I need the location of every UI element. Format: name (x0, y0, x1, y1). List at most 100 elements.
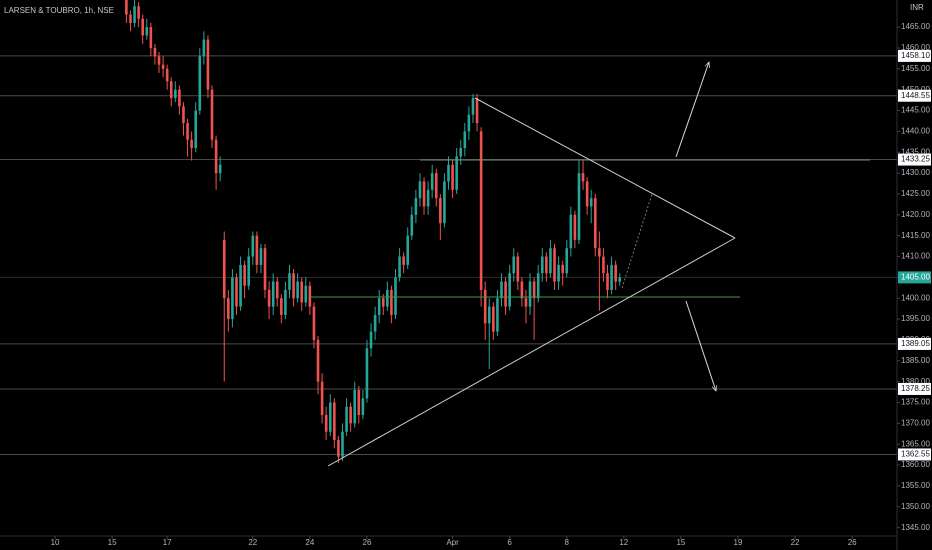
x-tick-label: 6 (507, 538, 512, 547)
triangle-lower (327, 237, 736, 467)
x-tick-label: 22 (791, 538, 800, 547)
candle-body (369, 331, 373, 349)
candle-body (410, 214, 414, 236)
candle-body (528, 281, 532, 307)
candle-body (463, 131, 467, 149)
level-label: 1458.10 (901, 51, 930, 60)
candle-body (251, 235, 255, 257)
y-tick-label: 1465.00 (901, 22, 930, 31)
candle-body (581, 173, 585, 182)
candle-body (598, 248, 601, 257)
candle-body (610, 264, 613, 290)
candle-body (231, 277, 234, 320)
candle-body (218, 164, 222, 174)
y-tick-label: 1365.00 (901, 439, 930, 448)
candle-body (406, 235, 410, 265)
candle-body (512, 256, 516, 274)
candle-body (614, 264, 617, 282)
candle-body (186, 123, 189, 140)
candle-body (569, 214, 573, 249)
candle-body (345, 406, 348, 432)
candle-body (577, 173, 581, 240)
candle-body (284, 289, 287, 315)
candle-body (267, 289, 271, 307)
candle-body (149, 27, 153, 48)
x-tick-label: 15 (108, 538, 117, 547)
candle-body (532, 281, 536, 299)
level-box (898, 382, 931, 395)
candle-body (259, 248, 263, 265)
candle-body (422, 181, 426, 207)
candle-body (304, 285, 308, 303)
candle-body (451, 164, 454, 190)
candle-body (365, 348, 369, 399)
current-price-label: 1405.00 (901, 272, 930, 281)
candle-body (373, 314, 377, 332)
candle-body (536, 273, 540, 299)
candle-body (414, 198, 418, 215)
x-tick-label: 22 (248, 538, 257, 547)
candle-body (361, 398, 365, 416)
x-tick-label: 19 (734, 538, 743, 547)
candle-body (349, 406, 352, 424)
candle-body (540, 256, 544, 274)
x-tick-label: 17 (163, 538, 172, 547)
x-tick-label: Apr (446, 538, 459, 547)
candle-body (475, 98, 479, 124)
x-tick-label: 10 (51, 538, 60, 547)
candle-body (214, 139, 218, 174)
candle-body (288, 273, 291, 290)
candle-body (618, 277, 622, 282)
candle-body (492, 306, 495, 332)
candle-body (561, 264, 564, 274)
level-label: 1378.25 (901, 384, 930, 393)
x-tick-label: 12 (619, 538, 628, 547)
x-tick-label: 26 (848, 538, 857, 547)
candle-body (516, 256, 520, 282)
y-tick-label: 1425.00 (901, 189, 930, 198)
candle-body (165, 68, 169, 82)
candle-body (308, 285, 312, 307)
candle-body (296, 281, 299, 299)
candle-body (337, 440, 340, 457)
candle-body (328, 402, 332, 432)
candle-body (467, 114, 471, 132)
x-tick-label: 15 (676, 538, 685, 547)
candle-body (565, 248, 569, 274)
candle-body (447, 164, 450, 182)
y-tick-label: 1440.00 (901, 127, 930, 136)
candle-body (426, 189, 430, 207)
candle-body (589, 198, 593, 207)
y-tick-label: 1450.00 (901, 85, 930, 94)
breakdown-arrow (685, 300, 716, 391)
candle-body (239, 264, 242, 307)
candle-body (353, 390, 357, 424)
candle-body (455, 156, 458, 190)
level-label: 1433.25 (901, 155, 930, 164)
candle-body (381, 298, 385, 307)
current-price-box (898, 271, 931, 284)
y-tick-label: 1445.00 (901, 106, 930, 115)
candle-body (243, 264, 246, 286)
candle-body (125, 0, 128, 15)
candle-body (202, 39, 206, 57)
y-tick-label: 1415.00 (901, 231, 930, 240)
candle-body (255, 235, 259, 265)
candle-body (377, 298, 381, 315)
candle-body (524, 298, 528, 307)
candle-body (271, 281, 275, 307)
candle-body (520, 281, 524, 299)
candle-body (190, 139, 193, 149)
drawings (310, 62, 870, 467)
candle-body (178, 89, 181, 107)
chart-title: LARSEN & TOUBRO, 1h, NSE (4, 6, 114, 15)
y-tick-label: 1375.00 (901, 398, 930, 407)
y-tick-label: 1370.00 (901, 418, 930, 427)
candle-body (280, 298, 283, 315)
candle-body (357, 390, 361, 416)
y-tick-label: 1400.00 (901, 293, 930, 302)
candle-body (508, 273, 511, 307)
candle-body (174, 89, 177, 99)
candle-body (553, 248, 556, 282)
candle-body (157, 56, 161, 65)
